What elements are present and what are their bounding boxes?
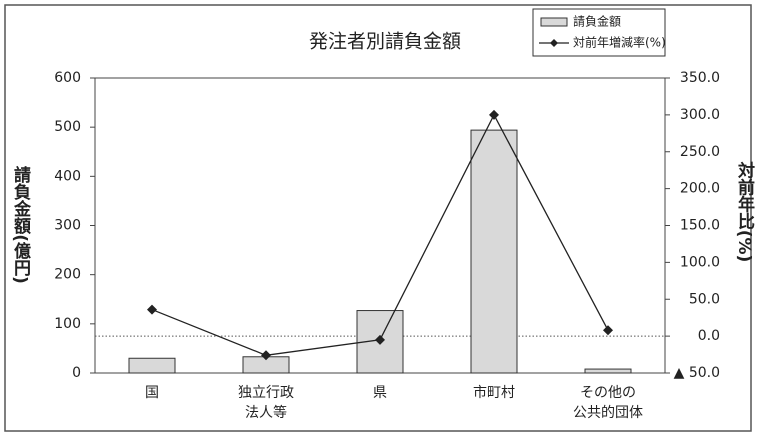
bar xyxy=(470,129,518,374)
legend-box xyxy=(532,8,666,57)
y2-tick-label: 50.0 xyxy=(689,291,720,307)
y-tick-label: 0 xyxy=(72,365,81,381)
y-axis-label: 請負金額(億円) xyxy=(10,165,32,284)
y2-tick-label: ▲ 50.0 xyxy=(674,365,720,381)
y2-tick-label: 300.0 xyxy=(680,107,720,123)
y2-tick-label: 0.0 xyxy=(698,328,720,344)
x-tick-line: 独立行政 xyxy=(238,385,294,401)
x-tick-label: 独立行政法人等 xyxy=(238,385,294,421)
x-tick-label: 国 xyxy=(145,385,159,401)
y2-tick-label: 200.0 xyxy=(680,181,720,197)
legend-label: 対前年増減率(%) xyxy=(573,35,666,50)
y2-tick-label: 150.0 xyxy=(680,218,720,234)
x-tick-line: 市町村 xyxy=(473,384,515,401)
y-tick-label: 300 xyxy=(54,218,81,234)
marker xyxy=(375,334,385,345)
y-tick-label: 200 xyxy=(54,267,81,283)
marker xyxy=(147,304,157,315)
chart-title: 発注者別請負金額 xyxy=(309,31,461,53)
x-tick-line: その他の xyxy=(580,385,636,401)
marker xyxy=(603,325,613,336)
x-tick-line: 県 xyxy=(373,385,387,401)
y2-axis-label: 対前年比(%) xyxy=(734,161,756,263)
y-tick-label: 600 xyxy=(54,70,81,86)
legend-swatch xyxy=(540,17,568,27)
y2-tick-label: 350.0 xyxy=(680,70,720,86)
x-tick-line: 国 xyxy=(145,385,159,401)
x-tick-label: 市町村 xyxy=(473,384,515,401)
x-tick-label: 県 xyxy=(373,385,387,401)
x-tick-label: その他の公共的団体 xyxy=(573,385,643,421)
y2-tick-label: 100.0 xyxy=(680,254,720,270)
bar xyxy=(128,357,176,374)
x-tick-line: 公共的団体 xyxy=(573,405,643,421)
y-tick-label: 400 xyxy=(54,168,81,184)
y-tick-label: 100 xyxy=(54,316,81,332)
marker xyxy=(489,109,499,120)
marker xyxy=(261,350,271,361)
legend-label: 請負金額 xyxy=(573,14,621,29)
x-tick-line: 法人等 xyxy=(245,404,287,421)
y-tick-label: 500 xyxy=(54,119,81,135)
legend-marker xyxy=(550,39,558,47)
bar xyxy=(584,368,632,374)
y2-tick-label: 250.0 xyxy=(680,144,720,160)
